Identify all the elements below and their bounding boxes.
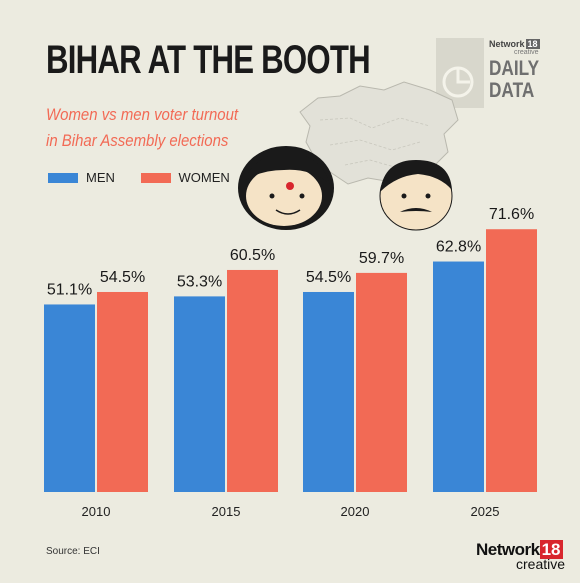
data-label-men-2020: 54.5% — [306, 269, 351, 286]
chart-subtitle: Women vs men voter turnout in Bihar Asse… — [46, 102, 238, 154]
legend-women-swatch — [140, 172, 171, 183]
brand-daily: DAILY — [489, 57, 540, 80]
bar-women-2020 — [356, 272, 407, 492]
bar-men-2015 — [174, 296, 225, 492]
subtitle-line-2: in Bihar Assembly elections — [46, 131, 229, 150]
legend-men-swatch — [48, 172, 78, 183]
x-tick-2010: 2010 — [82, 504, 111, 519]
brand-daily-data: DAILY DATA — [489, 58, 539, 102]
legend: MEN WOMEN — [48, 170, 252, 186]
x-tick-2015: 2015 — [212, 504, 241, 519]
brand-network-text: Network 18 — [489, 39, 540, 49]
subtitle-line-1: Women vs men voter turnout — [46, 105, 239, 124]
x-tick-2020: 2020 — [341, 504, 370, 519]
bar-men-2010 — [44, 304, 95, 492]
data-label-men-2025: 62.8% — [436, 239, 481, 256]
source-note: Source: ECI — [46, 546, 100, 557]
legend-men-label: MEN — [86, 170, 115, 185]
data-label-women-2010: 54.5% — [100, 269, 145, 286]
data-label-men-2015: 53.3% — [177, 273, 222, 290]
network18-logo: Network 18 creative — [476, 540, 565, 572]
brand-network-word: Network — [489, 39, 525, 49]
data-label-men-2010: 51.1% — [47, 281, 92, 298]
bar-women-2010 — [97, 291, 148, 492]
brand-creative: creative — [514, 49, 539, 56]
footer-18: 18 — [539, 540, 563, 559]
x-tick-2025: 2025 — [471, 504, 500, 519]
legend-women: WOMEN — [140, 170, 230, 185]
footer-network: Network — [476, 540, 540, 559]
data-label-women-2015: 60.5% — [230, 247, 275, 264]
bar-women-2025 — [486, 229, 537, 492]
bar-men-2020 — [303, 291, 354, 492]
brand-18: 18 — [525, 39, 540, 49]
legend-women-label: WOMEN — [178, 170, 230, 185]
footer-creative: creative — [516, 556, 566, 572]
data-label-women-2025: 71.6% — [489, 206, 534, 223]
legend-men: MEN — [48, 170, 115, 185]
bar-women-2015 — [227, 269, 278, 492]
bar-men-2025 — [433, 261, 484, 492]
data-label-women-2020: 59.7% — [359, 250, 404, 267]
brand-data: DATA — [489, 79, 535, 102]
chart-title: BIHAR AT THE BOOTH — [46, 38, 371, 82]
